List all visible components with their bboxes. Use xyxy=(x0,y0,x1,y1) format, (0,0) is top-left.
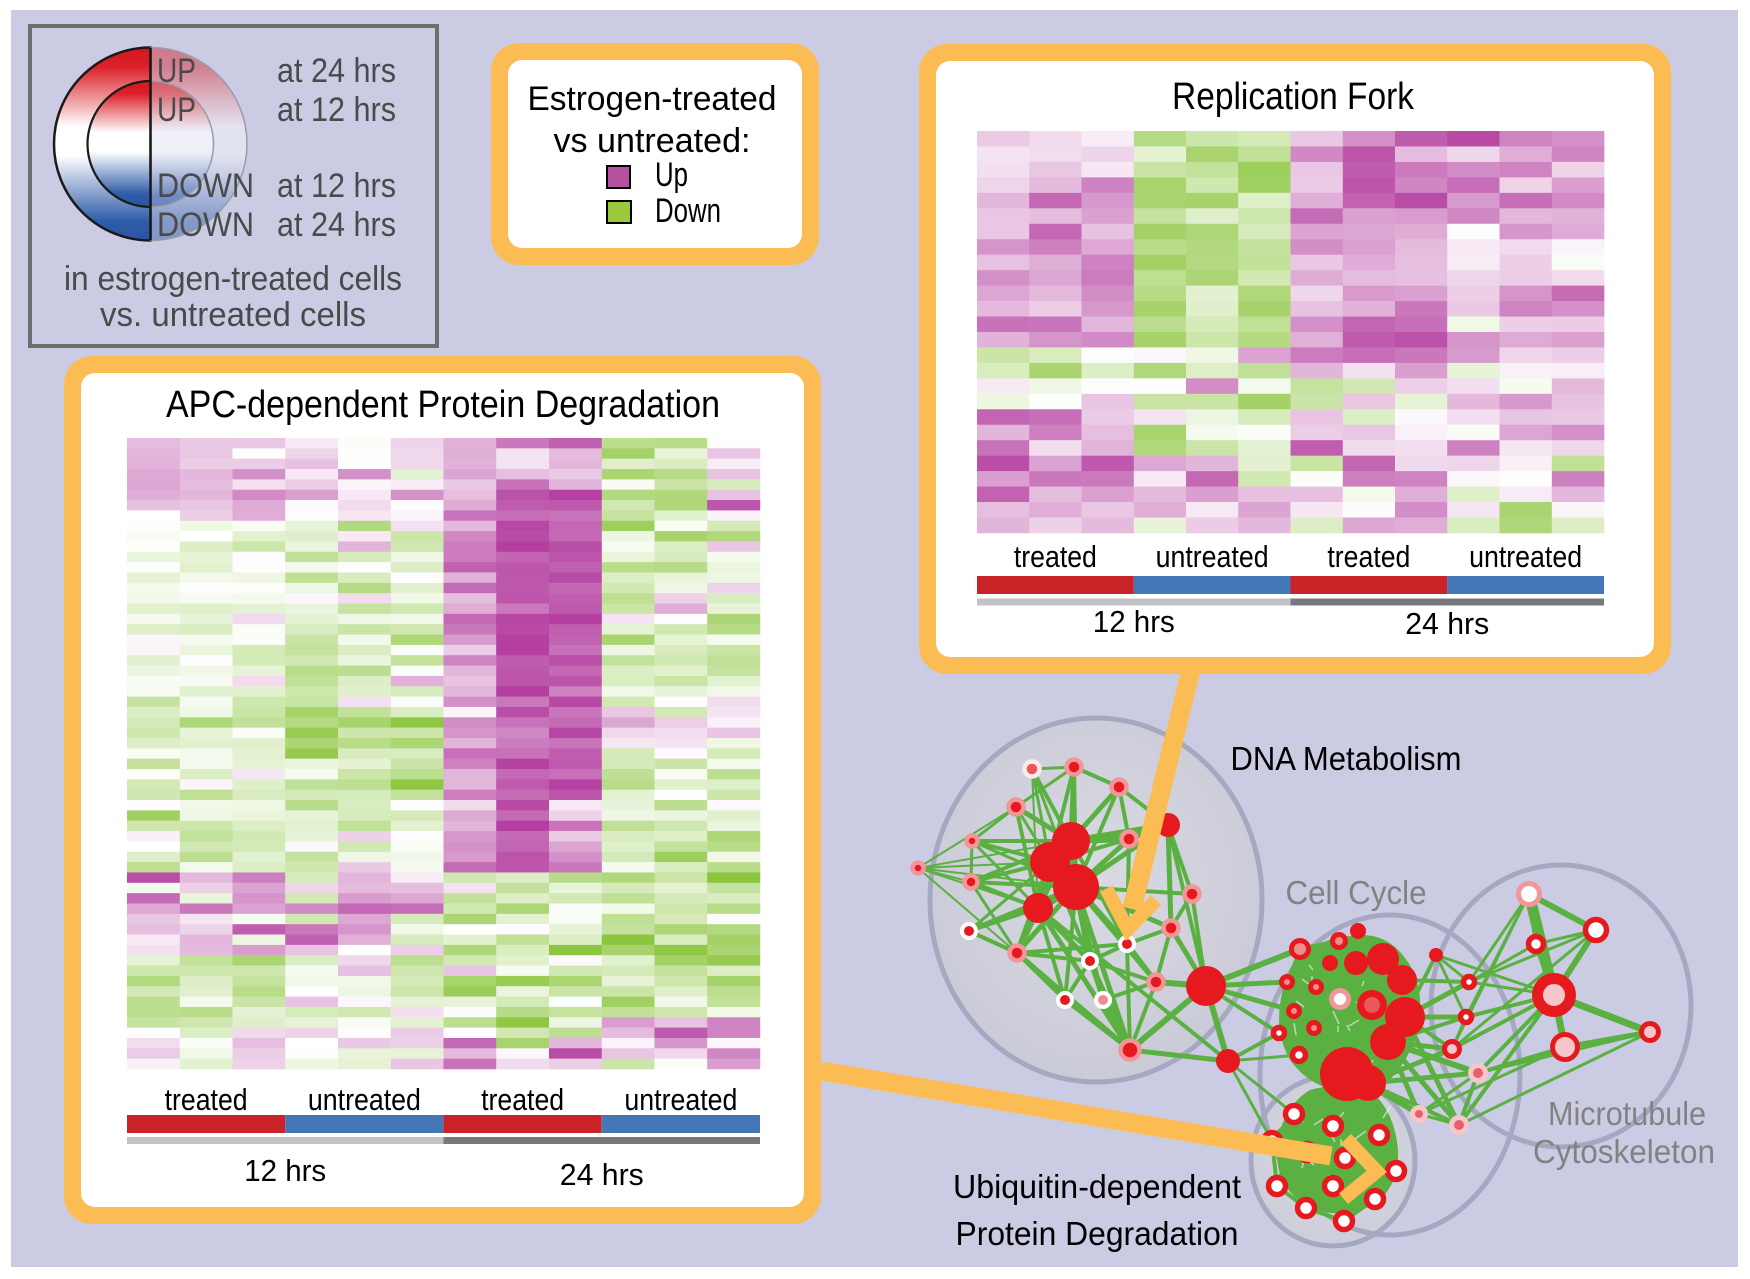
svg-text:in estrogen-treated cells: in estrogen-treated cells xyxy=(64,260,402,298)
svg-text:Up: Up xyxy=(655,156,688,194)
svg-text:untreated: untreated xyxy=(1469,539,1582,574)
svg-text:at 12 hrs: at 12 hrs xyxy=(277,91,396,129)
svg-text:untreated: untreated xyxy=(1156,539,1269,574)
svg-text:Ubiquitin-dependent: Ubiquitin-dependent xyxy=(953,1168,1241,1205)
svg-text:Protein Degradation: Protein Degradation xyxy=(956,1215,1239,1252)
svg-text:untreated: untreated xyxy=(308,1082,421,1117)
svg-text:Cytoskeleton: Cytoskeleton xyxy=(1533,1133,1715,1170)
svg-text:12 hrs: 12 hrs xyxy=(1093,604,1175,639)
svg-text:Replication Fork: Replication Fork xyxy=(1172,76,1415,118)
svg-text:DOWN: DOWN xyxy=(157,206,254,244)
svg-text:at 12 hrs: at 12 hrs xyxy=(277,167,396,205)
svg-text:vs untreated:: vs untreated: xyxy=(554,122,751,160)
svg-text:treated: treated xyxy=(165,1082,248,1117)
svg-text:24 hrs: 24 hrs xyxy=(560,1157,644,1192)
svg-text:APC-dependent Protein Degradat: APC-dependent Protein Degradation xyxy=(166,384,720,426)
svg-text:UP: UP xyxy=(157,91,196,129)
svg-text:UP: UP xyxy=(157,52,196,90)
svg-text:Microtubule: Microtubule xyxy=(1548,1095,1706,1132)
svg-text:Estrogen-treated: Estrogen-treated xyxy=(528,80,777,118)
svg-text:at 24 hrs: at 24 hrs xyxy=(277,206,396,244)
svg-text:12 hrs: 12 hrs xyxy=(244,1153,326,1188)
svg-text:DNA Metabolism: DNA Metabolism xyxy=(1231,740,1462,777)
svg-text:Cell Cycle: Cell Cycle xyxy=(1286,874,1427,911)
svg-text:24 hrs: 24 hrs xyxy=(1405,606,1489,641)
svg-text:at 24 hrs: at 24 hrs xyxy=(277,52,396,90)
svg-text:treated: treated xyxy=(1327,539,1410,574)
svg-text:untreated: untreated xyxy=(624,1082,737,1117)
svg-text:DOWN: DOWN xyxy=(157,167,254,205)
svg-text:treated: treated xyxy=(481,1082,564,1117)
svg-text:vs. untreated cells: vs. untreated cells xyxy=(100,296,366,334)
svg-text:treated: treated xyxy=(1014,539,1097,574)
svg-text:Down: Down xyxy=(655,192,721,230)
